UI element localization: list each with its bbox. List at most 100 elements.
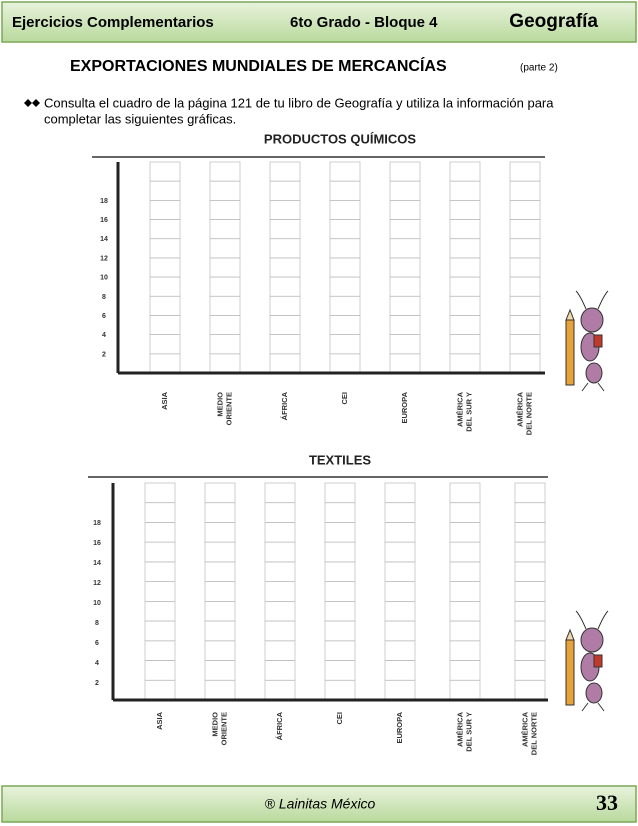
- category-label: ASIA: [155, 711, 164, 730]
- grid-cell: [449, 502, 481, 523]
- grid-cell: [204, 541, 236, 563]
- category-label: ORIENTE: [219, 712, 228, 745]
- grid-cell: [449, 482, 481, 504]
- y-label: 8: [95, 620, 99, 627]
- grid-cell: [324, 482, 356, 504]
- grid-cell: [204, 581, 236, 602]
- grid-cell: [149, 238, 181, 259]
- category-label: EUROPA: [400, 391, 409, 423]
- grid-cell: [384, 482, 416, 504]
- grid-cell: [514, 541, 546, 563]
- grid-cell: [209, 200, 241, 220]
- grid-cell: [204, 620, 236, 642]
- grid-cell: [389, 238, 421, 259]
- grid-cell: [514, 581, 546, 602]
- category-label: DEL SUR Y: [464, 392, 473, 432]
- grid-cell: [329, 315, 361, 335]
- grid-cell: [514, 502, 546, 523]
- grid-cell: [329, 353, 361, 374]
- ant-illustration: [565, 610, 609, 712]
- grid-cell: [389, 161, 421, 182]
- grid-cell: [384, 660, 416, 681]
- grid-cell: [449, 353, 481, 374]
- grid-cell: [389, 353, 421, 374]
- grid-cell: [144, 522, 176, 543]
- grid-cell: [509, 219, 541, 240]
- category-label: AMÉRICA: [455, 711, 464, 747]
- grid-cell: [449, 581, 481, 602]
- grid-cell: [514, 561, 546, 582]
- category-label: MEDIO: [215, 392, 224, 417]
- category-label: AMÉRICA: [515, 391, 524, 427]
- grid-cell: [449, 334, 481, 355]
- header-bar: [1, 1, 637, 43]
- grid-cell: [209, 315, 241, 335]
- grid-cell: [144, 660, 176, 681]
- y-label: 10: [100, 275, 108, 282]
- ant-illustration: [565, 290, 609, 392]
- grid-cell: [264, 660, 296, 681]
- grid-cell: [449, 257, 481, 278]
- category-label: AMÉRICA: [455, 391, 464, 427]
- y-label: 6: [102, 313, 106, 320]
- category-label: DEL SUR Y: [464, 712, 473, 752]
- grid-cell: [509, 334, 541, 355]
- grid-cell: [209, 334, 241, 355]
- grid-cell: [149, 219, 181, 240]
- grid-cell: [269, 276, 301, 297]
- category-label: DEL NORTE: [529, 712, 538, 755]
- grid-cell: [509, 276, 541, 297]
- y-label: 18: [93, 520, 101, 527]
- y-label: 6: [95, 640, 99, 647]
- header-right: Geografía: [509, 11, 598, 32]
- grid-cell: [509, 180, 541, 201]
- grid-cell: [384, 561, 416, 582]
- grid-cell: [509, 200, 541, 220]
- grid-cell: [324, 502, 356, 523]
- grid-cell: [324, 541, 356, 563]
- grid-cell: [449, 541, 481, 563]
- grid-cell: [384, 522, 416, 543]
- grid-cell: [149, 334, 181, 355]
- grid-cell: [324, 660, 356, 681]
- grid-cell: [449, 620, 481, 642]
- grid-cell: [149, 161, 181, 182]
- instruction-line: Consulta el cuadro de la página 121 de t…: [44, 95, 554, 110]
- grid-cell: [264, 601, 296, 622]
- grid-cell: [209, 180, 241, 201]
- grid-cell: [144, 541, 176, 563]
- y-label: 2: [102, 351, 106, 358]
- grid-cell: [149, 276, 181, 297]
- grid-cell: [144, 601, 176, 622]
- grid-cell: [269, 353, 301, 374]
- grid-cell: [449, 522, 481, 543]
- grid-cell: [264, 581, 296, 602]
- grid-cell: [514, 660, 546, 681]
- grid-cell: [149, 257, 181, 278]
- category-label: DEL NORTE: [524, 392, 533, 435]
- grid-cell: [209, 353, 241, 374]
- grid-cell: [209, 276, 241, 297]
- grid-cell: [324, 620, 356, 642]
- grid-cell: [449, 660, 481, 681]
- grid-cell: [389, 200, 421, 220]
- grid-cell: [204, 522, 236, 543]
- grid-cell: [389, 295, 421, 316]
- y-label: 4: [95, 660, 99, 667]
- grid-cell: [449, 161, 481, 182]
- grid-cell: [514, 601, 546, 622]
- y-label: 14: [93, 560, 101, 567]
- grid-cell: [329, 200, 361, 220]
- grid-cell: [209, 257, 241, 278]
- grid-cell: [209, 295, 241, 316]
- category-label: EUROPA: [395, 711, 404, 743]
- grid-cell: [389, 315, 421, 335]
- grid-cell: [449, 295, 481, 316]
- grid-cell: [144, 581, 176, 602]
- grid-cell: [329, 334, 361, 355]
- y-label: 10: [93, 600, 101, 607]
- category-label: AMÉRICA: [520, 711, 529, 747]
- grid-cell: [269, 219, 301, 240]
- footer-credit: ® Lainitas México: [265, 796, 376, 812]
- category-label: ÁFRICA: [280, 391, 289, 420]
